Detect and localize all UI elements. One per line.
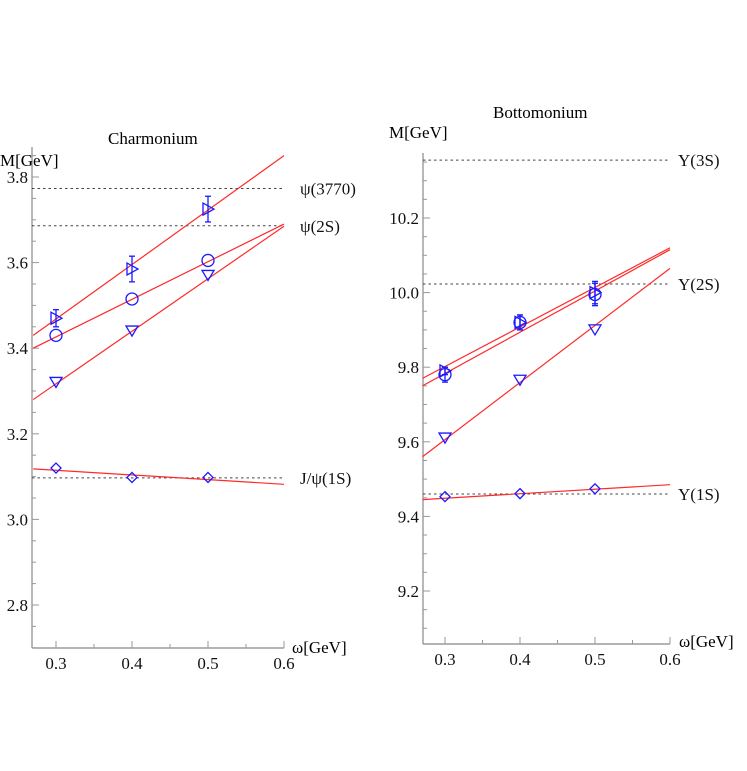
diamond-marker bbox=[439, 490, 451, 503]
reference-label: Υ(3S) bbox=[678, 151, 720, 170]
triangle-right-marker bbox=[202, 202, 216, 217]
reference-label: Υ(1S) bbox=[678, 485, 720, 504]
panel-charmonium: 2.8 3.0 3.2 3.4 3.6 3.8 0.3 0.4 0.5 0.6 ψ(3770) ψ(2… bbox=[7, 147, 356, 673]
circle-marker bbox=[49, 328, 63, 343]
fit-line bbox=[32, 223, 285, 349]
triangle-down-marker bbox=[587, 324, 603, 337]
y-tick-label: 3.8 bbox=[7, 168, 28, 187]
x-tick-label: 0.6 bbox=[273, 654, 294, 673]
x-tick-label: 0.5 bbox=[197, 654, 218, 673]
y-tick-label: 2.8 bbox=[7, 596, 28, 615]
diamond-marker bbox=[202, 471, 214, 484]
fit-line bbox=[32, 225, 285, 401]
x-tick-label: 0.5 bbox=[584, 650, 605, 669]
y-tick-label: 3.0 bbox=[7, 510, 28, 529]
y-tick-label: 9.2 bbox=[398, 582, 419, 601]
diamond-marker bbox=[126, 471, 138, 484]
x-tick-label: 0.6 bbox=[659, 650, 680, 669]
triangle-down-marker bbox=[512, 374, 528, 387]
reference-label: J/ψ(1S) bbox=[300, 469, 351, 488]
x-tick-label: 0.3 bbox=[45, 654, 66, 673]
y-tick-label: 9.8 bbox=[398, 358, 419, 377]
x-tick-label: 0.3 bbox=[434, 650, 455, 669]
y-tick-label: 10.2 bbox=[389, 209, 419, 228]
circle-marker bbox=[588, 287, 602, 302]
triangle-down-marker bbox=[437, 432, 453, 445]
y-tick-label: 3.2 bbox=[7, 425, 28, 444]
y-tick-label: 3.6 bbox=[7, 254, 28, 273]
triangle-right-marker bbox=[50, 311, 64, 326]
fit-line bbox=[33, 468, 285, 485]
triangle-down-marker bbox=[48, 376, 64, 389]
fit-line bbox=[32, 155, 285, 336]
fit-line bbox=[422, 484, 671, 501]
circle-marker bbox=[438, 368, 452, 382]
x-tick-label: 0.4 bbox=[121, 654, 143, 673]
y-tick-label: 9.6 bbox=[398, 433, 419, 452]
triangle-down-marker bbox=[124, 325, 140, 338]
circle-marker bbox=[125, 292, 139, 306]
circle-marker bbox=[201, 253, 215, 268]
y-tick-label: 3.4 bbox=[7, 339, 29, 358]
fit-line bbox=[422, 267, 671, 458]
triangle-right-marker bbox=[126, 261, 140, 277]
diamond-marker bbox=[50, 462, 62, 474]
fit-line bbox=[422, 247, 671, 379]
diamond-marker bbox=[514, 487, 526, 500]
x-tick-label: 0.4 bbox=[509, 650, 531, 669]
fit-line bbox=[422, 249, 671, 387]
diamond-marker bbox=[589, 482, 601, 495]
reference-label: ψ(2S) bbox=[300, 217, 340, 236]
triangle-down-marker bbox=[200, 269, 216, 282]
y-tick-label: 10.0 bbox=[389, 284, 419, 303]
reference-label: ψ(3770) bbox=[300, 180, 356, 199]
panel-bottomonium: 9.2 9.4 9.6 9.8 10.0 10.2 0.3 0.4 0.5 0.6 Υ(3S) Υ(2… bbox=[389, 151, 719, 669]
y-tick-label: 9.4 bbox=[398, 507, 420, 526]
reference-label: Υ(2S) bbox=[678, 275, 720, 294]
circle-marker bbox=[513, 315, 527, 330]
